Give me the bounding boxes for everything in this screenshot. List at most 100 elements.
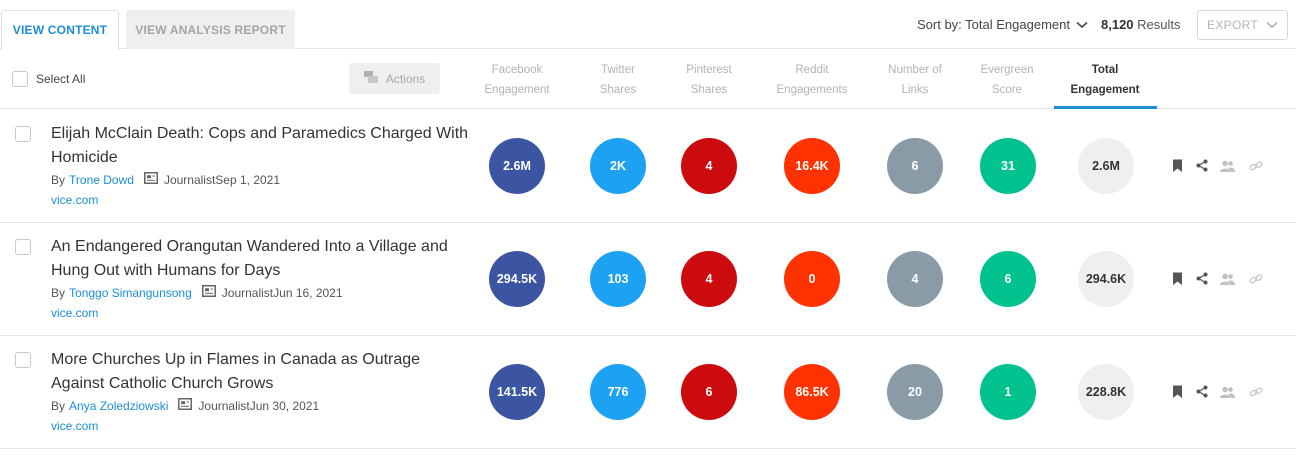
table-row: More Churches Up in Flames in Canada as …: [0, 336, 1296, 449]
column-header-line: Shares: [690, 84, 728, 96]
total-engagement-value: 228.8K: [1078, 364, 1134, 420]
author-link[interactable]: Anya Zoledziowski: [69, 398, 169, 413]
publish-date: Jun 16, 2021: [273, 285, 343, 300]
link-icon[interactable]: [1249, 385, 1263, 403]
bookmark-icon[interactable]: [1172, 159, 1183, 178]
article-meta: By Anya Zoledziowski Journalist Jun 30, …: [51, 398, 319, 413]
number-of-links-value: 20: [887, 364, 943, 420]
author-role: Journalist: [221, 285, 274, 300]
column-header-line: Shares: [599, 84, 637, 96]
results-number: 8,120: [1101, 17, 1134, 32]
evergreen-score-value: 31: [980, 138, 1036, 194]
publish-date: Sep 1, 2021: [215, 172, 281, 187]
share-icon[interactable]: [1196, 272, 1208, 290]
column-header-line: Twitter: [601, 64, 635, 76]
link-icon[interactable]: [1249, 159, 1263, 177]
twitter-shares-value: 2K: [590, 138, 646, 194]
by-label: By: [51, 285, 66, 300]
actions-label: Actions: [385, 71, 426, 86]
sort-dropdown[interactable]: Sort by: Total Engagement: [917, 17, 1088, 32]
row-checkbox[interactable]: [15, 352, 31, 368]
export-label: EXPORT: [1207, 18, 1258, 32]
pinterest-shares-value: 6: [681, 364, 737, 420]
row-checkbox[interactable]: [15, 239, 31, 255]
author-link[interactable]: Tonggo Simangunsong: [69, 285, 192, 300]
column-header-line: Facebook: [491, 64, 543, 76]
results-label: Results: [1137, 17, 1181, 32]
export-button[interactable]: EXPORT: [1197, 10, 1288, 40]
table-row: An Endangered Orangutan Wandered Into a …: [0, 223, 1296, 336]
sort-label: Sort by: Total Engagement: [917, 17, 1070, 32]
number-of-links-value: 6: [887, 138, 943, 194]
number-of-links-value: 4: [887, 251, 943, 307]
twitter-shares-value: 103: [590, 251, 646, 307]
column-header-line: Engagement: [484, 84, 550, 96]
author-role: Journalist: [163, 172, 216, 187]
top-bar: VIEW CONTENT VIEW ANALYSIS REPORT Sort b…: [0, 0, 1296, 50]
total-engagement-value: 294.6K: [1078, 251, 1134, 307]
row-checkbox[interactable]: [15, 126, 31, 142]
column-header-pinterest-shares[interactable]: Pinterest Shares: [673, 60, 745, 100]
facebook-engagement-value: 2.6M: [489, 138, 545, 194]
total-engagement-value: 2.6M: [1078, 138, 1134, 194]
column-header-line: Score: [991, 84, 1023, 96]
table-row: Elijah McClain Death: Cops and Paramedic…: [0, 110, 1296, 223]
reddit-engagements-value: 0: [784, 251, 840, 307]
pinterest-shares-value: 4: [681, 138, 737, 194]
share-icon[interactable]: [1196, 385, 1208, 403]
actions-button[interactable]: Actions: [349, 63, 440, 94]
column-header-line: Links: [901, 84, 929, 96]
bookmark-icon[interactable]: [1172, 272, 1183, 291]
table-header: Select All Actions Facebook Engagement T…: [0, 50, 1296, 109]
column-header-line: Evergreen: [980, 64, 1034, 76]
article-title[interactable]: Elijah McClain Death: Cops and Paramedic…: [51, 125, 469, 166]
article-meta: By Trone Dowd Journalist Sep 1, 2021: [51, 172, 280, 187]
journalist-icon: [143, 172, 158, 187]
column-header-line: Engagement: [1070, 84, 1140, 96]
author-link[interactable]: Trone Dowd: [69, 172, 134, 187]
tab-view-analysis-report[interactable]: VIEW ANALYSIS REPORT: [126, 10, 295, 49]
users-icon[interactable]: [1220, 272, 1235, 290]
journalist-icon: [178, 398, 193, 413]
domain-link[interactable]: vice.com: [51, 306, 99, 320]
select-all-label: Select All: [36, 72, 86, 86]
column-header-evergreen-score[interactable]: Evergreen Score: [968, 60, 1046, 100]
journalist-icon: [201, 285, 216, 300]
users-icon[interactable]: [1220, 159, 1235, 177]
evergreen-score-value: 1: [980, 364, 1036, 420]
tab-view-content[interactable]: VIEW CONTENT: [1, 10, 119, 50]
author-role: Journalist: [198, 398, 250, 413]
column-header-total-engagement[interactable]: Total Engagement: [1060, 60, 1150, 100]
column-header-line: Total: [1091, 64, 1119, 76]
results-count: 8,120 Results: [1101, 17, 1181, 32]
chevron-down-icon: [1266, 18, 1278, 32]
column-header-facebook-engagement[interactable]: Facebook Engagement: [477, 60, 557, 100]
column-header-twitter-shares[interactable]: Twitter Shares: [582, 60, 654, 100]
column-header-number-of-links[interactable]: Number of Links: [876, 60, 954, 100]
share-icon[interactable]: [1196, 159, 1208, 177]
column-header-reddit-engagements[interactable]: Reddit Engagements: [767, 60, 857, 100]
domain-link[interactable]: vice.com: [51, 193, 99, 207]
facebook-engagement-value: 294.5K: [489, 251, 545, 307]
select-all-checkbox[interactable]: [12, 71, 28, 87]
pinterest-shares-value: 4: [681, 251, 737, 307]
active-sort-indicator: [1054, 106, 1157, 109]
evergreen-score-value: 6: [980, 251, 1036, 307]
by-label: By: [51, 398, 66, 413]
column-header-line: Reddit: [795, 64, 829, 76]
column-header-line: Engagements: [776, 84, 848, 96]
facebook-engagement-value: 141.5K: [489, 364, 545, 420]
column-header-line: Number of: [888, 64, 942, 76]
article-title[interactable]: More Churches Up in Flames in Canada as …: [51, 351, 421, 392]
bookmark-icon[interactable]: [1172, 385, 1183, 404]
reddit-engagements-value: 86.5K: [784, 364, 840, 420]
article-title[interactable]: An Endangered Orangutan Wandered Into a …: [51, 238, 448, 279]
twitter-shares-value: 776: [590, 364, 646, 420]
domain-link[interactable]: vice.com: [51, 419, 99, 433]
actions-icon: [363, 71, 378, 86]
users-icon[interactable]: [1220, 385, 1235, 403]
chevron-down-icon: [1076, 17, 1088, 32]
reddit-engagements-value: 16.4K: [784, 138, 840, 194]
article-meta: By Tonggo Simangunsong Journalist Jun 16…: [51, 285, 343, 300]
link-icon[interactable]: [1249, 272, 1263, 290]
